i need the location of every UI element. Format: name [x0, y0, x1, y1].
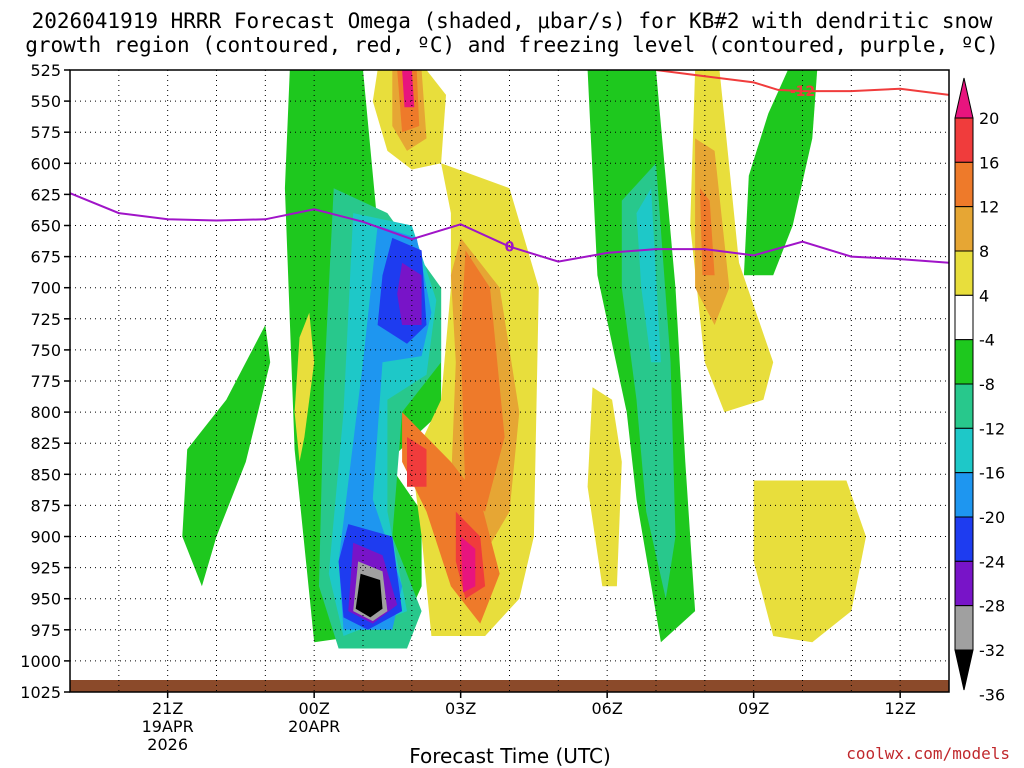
colorbar-swatch — [954, 383, 974, 429]
colorbar-label: 12 — [979, 198, 999, 217]
omega-shading — [182, 70, 866, 649]
contour-lines: 0 -12 — [70, 70, 949, 264]
x-tick-label: 21Z — [152, 699, 183, 718]
omega-region-teal-e — [621, 163, 676, 599]
y-tick-label: 750 — [30, 341, 61, 360]
contour-label-dgz-minus12: -12 — [790, 84, 815, 100]
colorbar-swatch — [954, 294, 974, 341]
omega-region-red-low3 — [407, 437, 427, 487]
x-tick-label: 09Z — [738, 699, 769, 718]
colorbar: 20 16 12 8 4 -4 -8 -12 -16 -20 -24 -28 -32 -36 — [954, 77, 1005, 704]
colorbar-label: 4 — [979, 286, 989, 305]
y-tick-label: 950 — [30, 590, 61, 609]
colorbar-swatch — [954, 250, 974, 296]
contour-dgz-minus12 — [655, 70, 949, 96]
x-tick-label: 19APR — [142, 717, 194, 736]
omega-region-black-w — [355, 573, 383, 618]
colorbar-swatch — [954, 339, 974, 385]
colorbar-swatch — [954, 117, 974, 163]
colorbar-label: -16 — [979, 464, 1005, 483]
y-tick-label: 925 — [30, 559, 61, 578]
credit-text: coolwx.com/models — [846, 744, 1010, 763]
omega-region-green-e2 — [743, 70, 818, 276]
colorbar-label: -8 — [979, 375, 995, 394]
y-tick-label: 975 — [30, 621, 61, 640]
omega-region-yellow-small — [294, 312, 315, 462]
y-tick-label: 1025 — [20, 683, 61, 702]
x-tick-label: 06Z — [592, 699, 623, 718]
y-tick-label: 675 — [30, 248, 61, 267]
x-tick-label: 12Z — [885, 699, 916, 718]
y-tick-label: 900 — [30, 528, 61, 547]
colorbar-label: -20 — [979, 508, 1005, 527]
omega-region-magenta-low — [460, 536, 476, 593]
y-tick-label: 775 — [30, 372, 61, 391]
y-axis: 525 550 575 600 625 650 675 700 725 750 775 800 825 8… — [20, 61, 70, 702]
chart-title-line2: growth region (contoured, red, ºC) and f… — [25, 33, 999, 57]
colorbar-label: -32 — [979, 641, 1005, 660]
y-tick-label: 875 — [30, 496, 61, 515]
omega-region-orange-e — [695, 138, 730, 325]
colorbar-swatch — [954, 161, 974, 208]
y-tick-label: 625 — [30, 185, 61, 204]
omega-region-magenta-top — [402, 70, 415, 108]
y-tick-label: 525 — [30, 61, 61, 80]
y-tick-label: 600 — [30, 154, 61, 173]
x-tick-label: 00Z — [299, 699, 330, 718]
omega-region-green-small — [182, 325, 271, 587]
contour-label-freezing-level: 0 — [505, 240, 515, 256]
y-tick-label: 575 — [30, 123, 61, 142]
colorbar-label: 16 — [979, 153, 999, 172]
colorbar-swatch — [954, 516, 974, 562]
omega-region-yellow-e2 — [587, 387, 622, 587]
omega-region-red-e — [700, 188, 715, 276]
contour-freezing-level — [70, 192, 949, 264]
omega-region-purple-w — [397, 262, 422, 325]
x-axis-title: Forecast Time (UTC) — [409, 744, 611, 768]
omega-region-red-mid — [460, 250, 505, 512]
colorbar-label: -12 — [979, 419, 1005, 438]
colorbar-label: -24 — [979, 552, 1005, 571]
x-tick-label: 2026 — [147, 735, 188, 754]
y-tick-label: 725 — [30, 310, 61, 329]
colorbar-swatch — [954, 560, 974, 607]
omega-region-yellow-e3 — [753, 480, 866, 643]
colorbar-label: 8 — [979, 242, 989, 261]
colorbar-label: -36 — [979, 685, 1005, 704]
y-tick-label: 700 — [30, 279, 61, 298]
y-tick-label: 800 — [30, 403, 61, 422]
y-tick-label: 850 — [30, 465, 61, 484]
x-tick-label: 20APR — [288, 717, 340, 736]
colorbar-swatch — [954, 605, 974, 651]
colorbar-label: -4 — [979, 331, 995, 350]
y-tick-label: 550 — [30, 92, 61, 111]
y-tick-label: 825 — [30, 434, 61, 453]
y-tick-label: 1000 — [20, 652, 61, 671]
colorbar-bottom-arrow — [954, 649, 974, 691]
x-tick-label: 03Z — [445, 699, 476, 718]
y-tick-label: 650 — [30, 217, 61, 236]
colorbar-label: 20 — [979, 109, 999, 128]
colorbar-swatch — [954, 472, 974, 518]
grid-lines — [69, 69, 950, 693]
colorbar-swatch — [954, 206, 974, 252]
colorbar-swatch — [954, 427, 974, 474]
chart-title-line1: 2026041919 HRRR Forecast Omega (shaded, … — [31, 9, 993, 33]
omega-region-cyan-e — [636, 188, 661, 363]
colorbar-top-arrow — [954, 77, 974, 119]
colorbar-label: -28 — [979, 597, 1005, 616]
